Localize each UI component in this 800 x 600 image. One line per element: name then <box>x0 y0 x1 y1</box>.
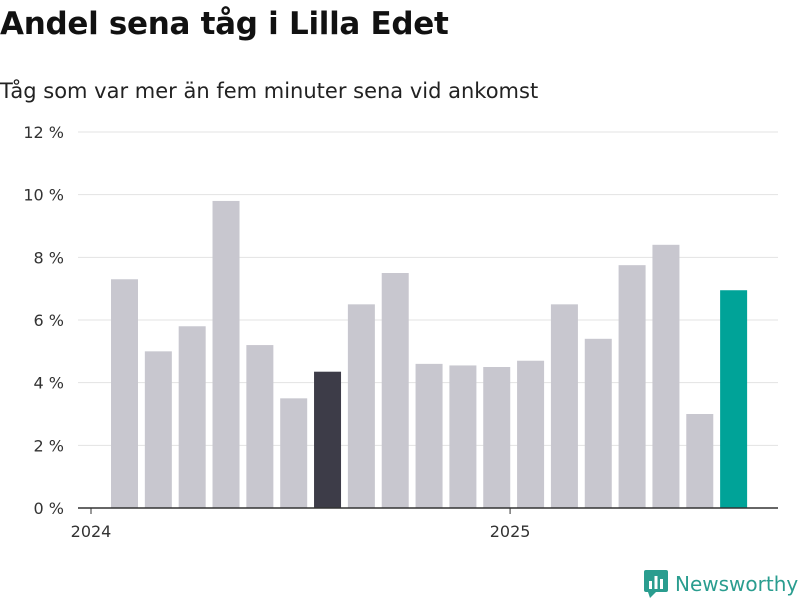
bar <box>111 279 138 508</box>
bar <box>212 200 240 508</box>
newsworthy-logo-icon <box>644 570 668 598</box>
bar <box>280 398 308 508</box>
y-tick-label: 4 % <box>34 374 64 393</box>
y-tick-label: 8 % <box>34 248 64 267</box>
bar <box>381 273 409 508</box>
bar <box>415 363 443 508</box>
x-tick-label: 2024 <box>71 522 112 541</box>
bar <box>314 371 342 508</box>
bar <box>483 367 511 508</box>
x-tick-label: 2025 <box>490 522 531 541</box>
bar <box>618 265 646 508</box>
bar <box>246 345 274 508</box>
y-tick-label: 2 % <box>34 436 64 455</box>
bar <box>686 414 714 508</box>
bar <box>347 304 375 508</box>
newsworthy-logo: Newsworthy <box>644 570 798 598</box>
y-tick-label: 0 % <box>34 499 64 518</box>
bar <box>144 351 172 508</box>
y-tick-label: 6 % <box>34 311 64 330</box>
chart-subtitle: Tåg som var mer än fem minuter sena vid … <box>0 79 539 103</box>
bar <box>720 290 748 508</box>
y-tick-label: 12 % <box>23 123 64 142</box>
bar <box>517 360 545 508</box>
chart-title: Andel sena tåg i Lilla Edet <box>0 6 449 42</box>
bar <box>449 365 477 508</box>
bar-chart: 0 % 2 % 4 % 6 % 8 % 10 % 12 % 2024 2025 <box>23 123 778 541</box>
brand-name: Newsworthy <box>675 572 799 596</box>
y-tick-label: 10 % <box>23 186 64 205</box>
bar <box>652 244 680 509</box>
bar <box>178 326 206 508</box>
bar <box>550 304 578 508</box>
bar <box>584 338 612 508</box>
